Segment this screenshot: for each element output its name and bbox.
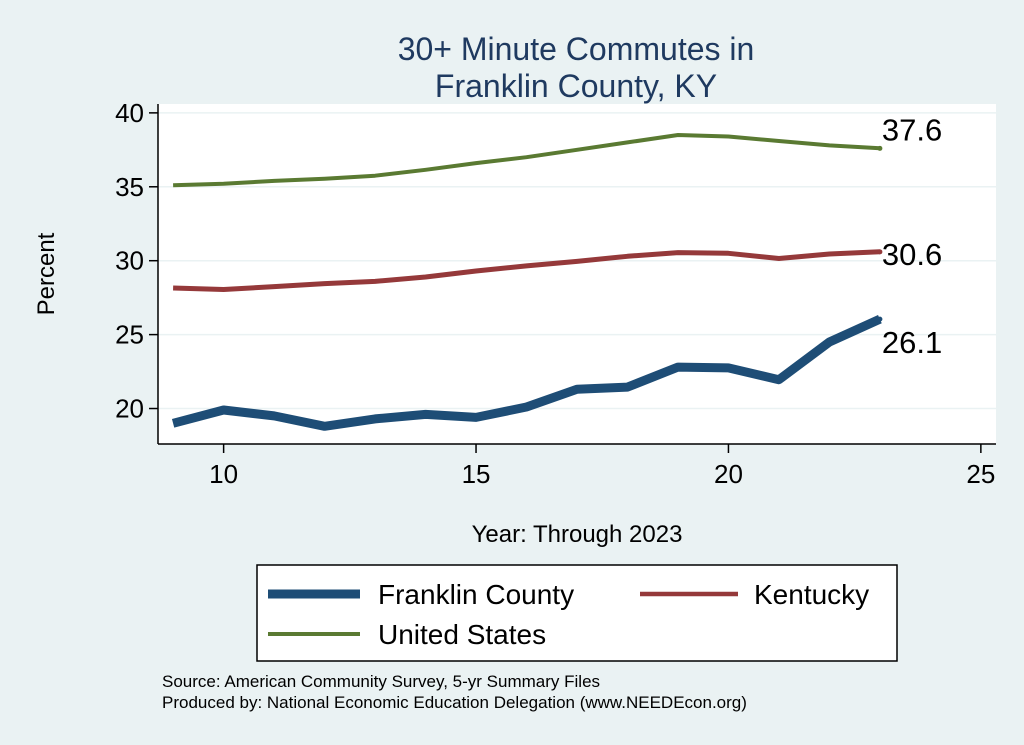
- series-line-franklin-county: [171, 315, 882, 431]
- x-tick-label-20: 20: [714, 459, 743, 489]
- x-tick-label-25: 25: [966, 459, 995, 489]
- y-tick-label-40: 40: [115, 98, 144, 128]
- series-end-point-united-states: [877, 145, 883, 151]
- y-tick-label-35: 35: [115, 172, 144, 202]
- x-axis-label: Year: Through 2023: [472, 521, 683, 548]
- legend-box: [256, 564, 898, 662]
- series-line-kentucky: [173, 249, 881, 292]
- series-layer: [171, 133, 883, 431]
- producer-note: Produced by: National Economic Education…: [162, 693, 747, 712]
- series-end-point-kentucky: [877, 249, 883, 255]
- x-axis-ticks: 10 15 20 25: [209, 444, 995, 489]
- end-label-united-states: 37.6: [882, 112, 942, 147]
- source-note: Source: American Community Survey, 5-yr …: [162, 672, 600, 691]
- y-axis-label: Percent: [33, 232, 60, 315]
- legend: Franklin County Kentucky United States: [256, 564, 898, 662]
- legend-label-kentucky: Kentucky: [754, 579, 869, 610]
- chart-title-line-1: 30+ Minute Commutes in: [398, 31, 755, 67]
- end-labels: 37.6 30.6 26.1: [882, 112, 942, 360]
- legend-label-united-states: United States: [378, 619, 546, 650]
- series-end-point-franklin-county: [877, 316, 883, 322]
- end-label-kentucky: 30.6: [882, 237, 942, 272]
- series-line-united-states: [173, 133, 881, 188]
- legend-label-franklin-county: Franklin County: [378, 579, 574, 610]
- x-tick-label-15: 15: [462, 459, 491, 489]
- x-tick-label-10: 10: [209, 459, 238, 489]
- y-tick-label-20: 20: [115, 394, 144, 424]
- end-label-franklin-county: 26.1: [882, 325, 942, 360]
- y-tick-label-25: 25: [115, 320, 144, 350]
- y-tick-label-30: 30: [115, 246, 144, 276]
- chart-title-line-2: Franklin County, KY: [435, 68, 717, 104]
- y-axis-ticks: 20 25 30 35 40: [115, 98, 158, 424]
